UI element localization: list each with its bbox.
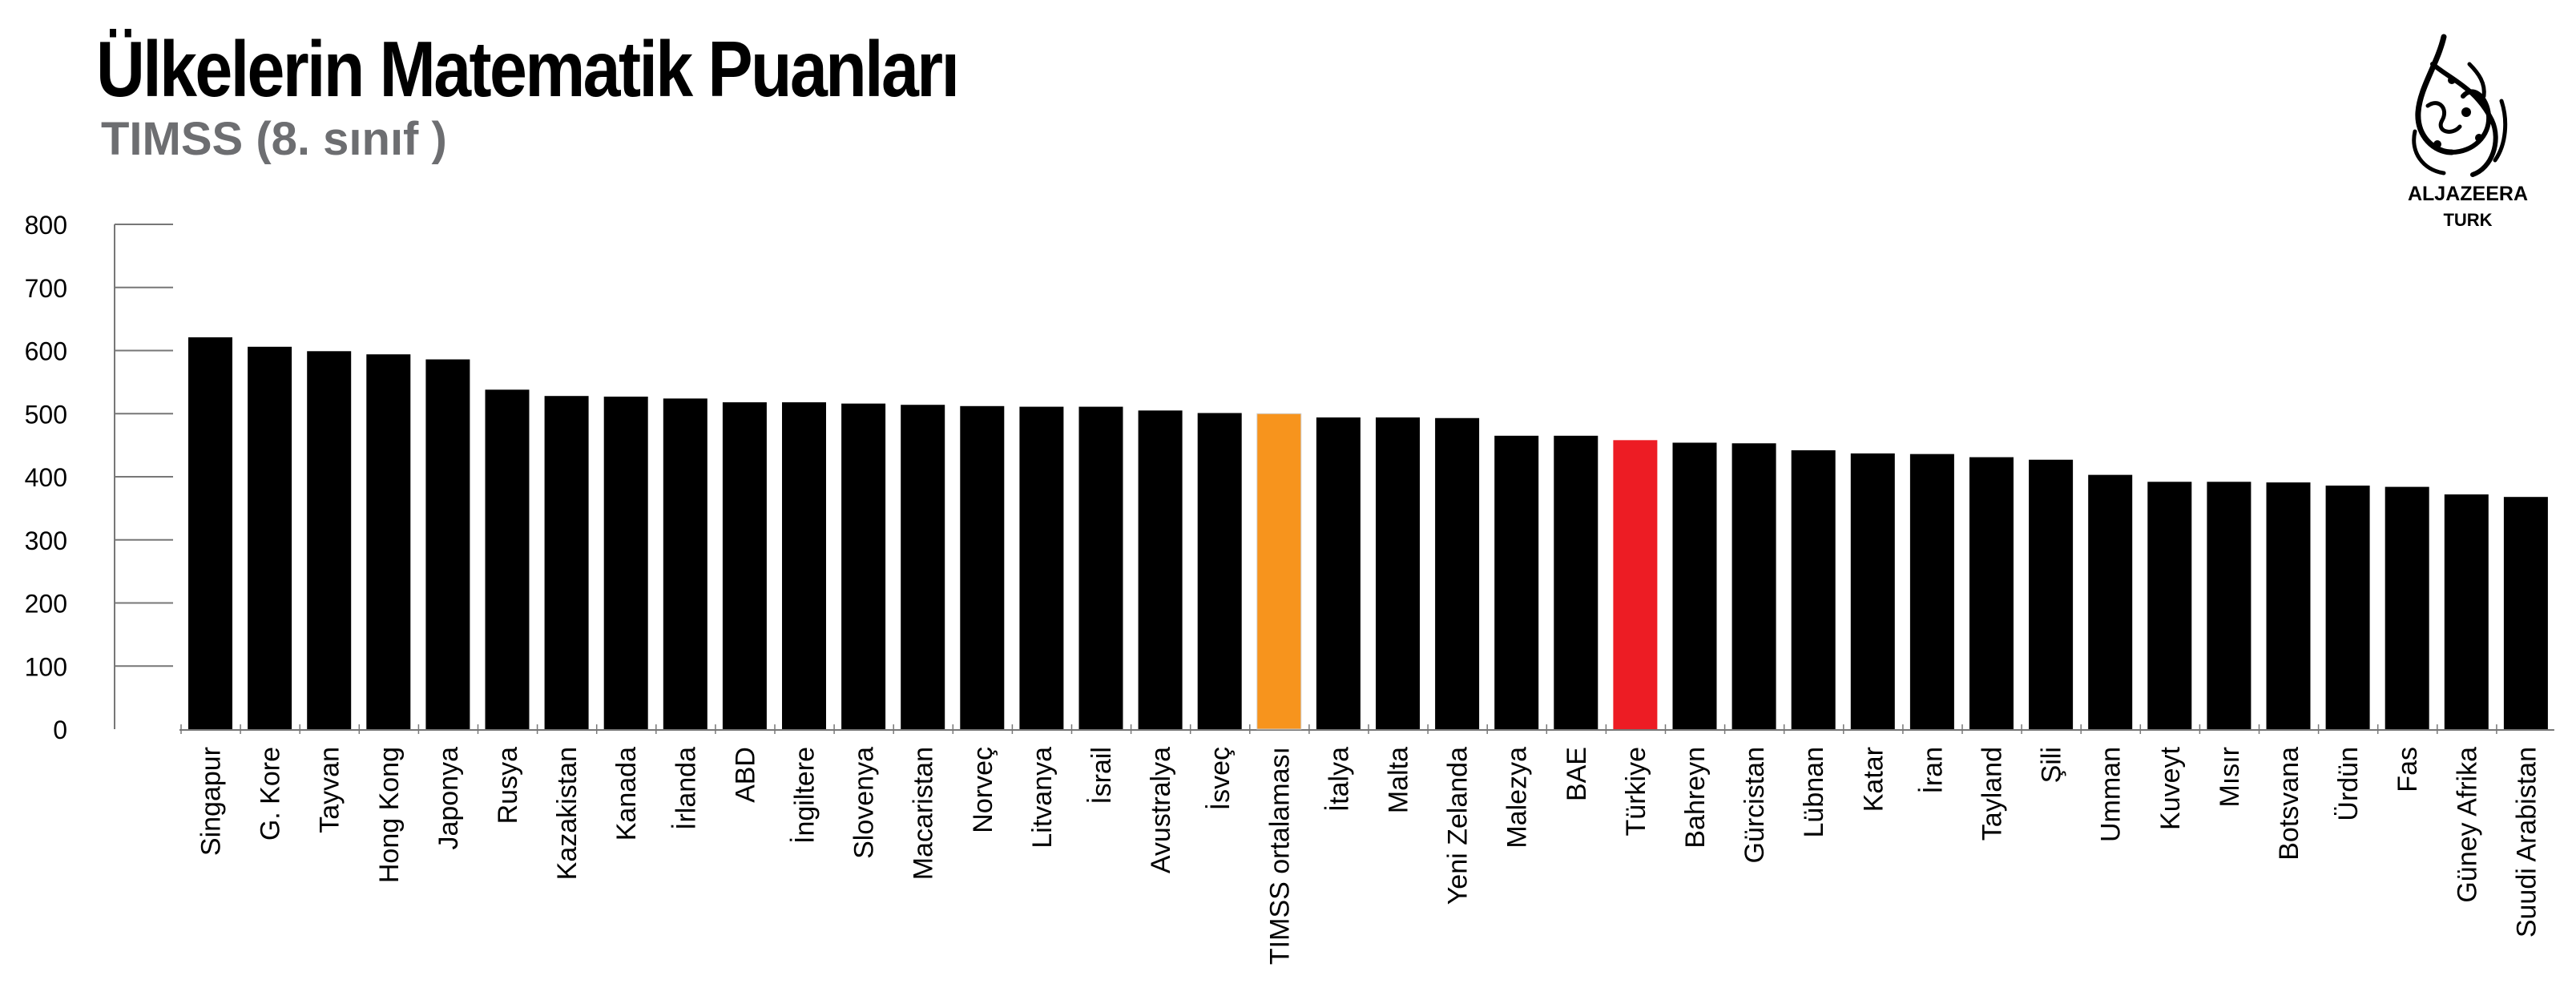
bar bbox=[307, 351, 352, 729]
category-label: Singapur bbox=[196, 747, 227, 856]
category-label: ABD bbox=[730, 747, 760, 803]
bar bbox=[1909, 454, 1954, 729]
category-label: Litvanya bbox=[1027, 747, 1058, 849]
bar bbox=[1376, 417, 1420, 729]
bar bbox=[544, 396, 589, 729]
bar bbox=[1731, 443, 1776, 729]
bar bbox=[1197, 413, 1242, 729]
bars bbox=[188, 337, 2548, 730]
category-label: Kazakistan bbox=[552, 747, 583, 880]
category-label: Suudi Arabistan bbox=[2511, 747, 2542, 937]
category-label: Gürcistan bbox=[1740, 747, 1770, 864]
bar bbox=[1672, 442, 1717, 729]
bar bbox=[960, 405, 1005, 729]
category-label: İran bbox=[1917, 747, 1948, 794]
y-tick-label: 200 bbox=[25, 590, 67, 619]
bar bbox=[2503, 497, 2548, 729]
category-label: Mısır bbox=[2215, 747, 2245, 808]
y-tick-label: 600 bbox=[25, 337, 67, 366]
bar bbox=[901, 405, 945, 729]
category-label: Bahreyn bbox=[1680, 747, 1711, 849]
category-label: Slovenya bbox=[849, 747, 880, 859]
bar bbox=[1078, 406, 1123, 729]
bar bbox=[188, 337, 232, 729]
category-label: Ürdün bbox=[2333, 747, 2364, 821]
bar bbox=[2088, 474, 2133, 729]
y-tick-label: 100 bbox=[25, 652, 67, 681]
bar bbox=[1850, 453, 1895, 729]
category-label: Lübnan bbox=[1799, 747, 1829, 837]
category-label: Tayland bbox=[1977, 747, 2008, 841]
y-tick-label: 400 bbox=[25, 463, 67, 492]
bar bbox=[782, 402, 826, 729]
bar bbox=[1256, 413, 1302, 730]
bar bbox=[841, 403, 886, 729]
category-label: Güney Afrika bbox=[2452, 747, 2482, 903]
bar bbox=[248, 346, 292, 729]
bar bbox=[722, 402, 767, 729]
bar bbox=[485, 389, 530, 729]
category-label: Malezya bbox=[1502, 747, 1533, 849]
y-tick-label: 0 bbox=[53, 716, 67, 744]
category-label: Macaristan bbox=[909, 747, 939, 880]
category-label: TIMSS ortalaması bbox=[1264, 747, 1295, 965]
category-label: G. Kore bbox=[256, 747, 286, 841]
bar bbox=[2207, 482, 2251, 729]
bar bbox=[1019, 406, 1064, 729]
bar bbox=[1138, 410, 1183, 729]
category-label: Kuveyt bbox=[2155, 746, 2186, 829]
bar bbox=[1791, 450, 1836, 729]
category-label: Yeni Zelanda bbox=[1443, 747, 1473, 905]
category-label: Kanada bbox=[611, 747, 642, 841]
bar bbox=[1316, 417, 1361, 729]
category-label: İsveç bbox=[1205, 747, 1236, 810]
category-label: Umman bbox=[2096, 747, 2127, 842]
bar bbox=[1613, 440, 1658, 729]
y-tick-label: 300 bbox=[25, 526, 67, 555]
bar bbox=[1554, 435, 1598, 729]
category-label: İngiltere bbox=[790, 747, 820, 844]
category-label: Malta bbox=[1384, 747, 1414, 813]
bar bbox=[2266, 482, 2311, 729]
category-label: Avustralya bbox=[1146, 747, 1176, 873]
chart-subtitle: TIMSS (8. sınıf ) bbox=[101, 113, 447, 165]
category-label: Botsvana bbox=[2274, 747, 2304, 861]
category-label: İrlanda bbox=[671, 747, 701, 830]
y-axis: 0 100 200 300 400 500 600 700 800 bbox=[25, 211, 2554, 744]
category-label: Tayvan bbox=[315, 747, 345, 833]
aljazeera-logo-icon bbox=[2412, 34, 2508, 177]
category-label: Şili bbox=[2037, 747, 2067, 783]
chart-title: Ülkelerin Matematik Puanları bbox=[96, 25, 960, 113]
category-label: Hong Kong bbox=[374, 747, 405, 883]
bar bbox=[2385, 486, 2429, 729]
bar bbox=[2444, 494, 2489, 729]
category-label: BAE bbox=[1562, 747, 1592, 801]
bar bbox=[2325, 486, 2370, 729]
category-label: Norveç bbox=[968, 747, 998, 833]
bar bbox=[2147, 482, 2192, 729]
category-label: Türkiye bbox=[1621, 747, 1651, 836]
logo-brand-text: ALJAZEERA bbox=[2407, 183, 2528, 205]
bar bbox=[425, 359, 470, 729]
bar bbox=[1494, 435, 1539, 729]
bar bbox=[603, 396, 648, 729]
category-label: Rusya bbox=[493, 747, 523, 824]
category-labels: Singapur G. Kore Tayvan Hong Kong Japonya Rus… bbox=[196, 746, 2542, 965]
bar bbox=[663, 398, 707, 729]
bar bbox=[1435, 417, 1480, 729]
y-tick-label: 700 bbox=[25, 274, 67, 303]
category-label: İtalya bbox=[1324, 747, 1354, 812]
category-label: Katar bbox=[1858, 747, 1889, 812]
category-label: Japonya bbox=[433, 747, 464, 850]
y-tick-label: 800 bbox=[25, 211, 67, 240]
bar bbox=[1969, 457, 2014, 729]
category-label: İsrail bbox=[1086, 747, 1117, 804]
logo-sub-text: TURK bbox=[2443, 210, 2493, 230]
bar bbox=[366, 354, 411, 729]
y-tick-label: 500 bbox=[25, 400, 67, 429]
category-label: Fas bbox=[2393, 747, 2423, 792]
bar bbox=[2029, 459, 2074, 729]
